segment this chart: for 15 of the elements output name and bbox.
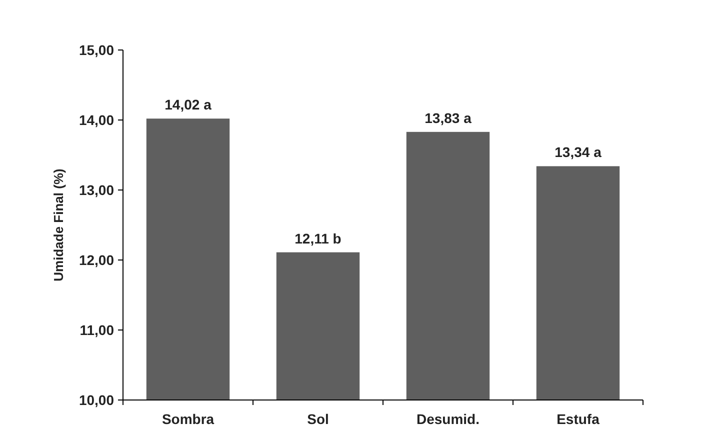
data-label: 14,02 a <box>164 96 212 113</box>
data-label: 12,11 b <box>294 230 342 246</box>
y-tick-label: 10,00 <box>78 392 114 408</box>
x-tick-label: Estufa <box>556 411 600 427</box>
y-tick-label: 13,00 <box>78 182 114 198</box>
y-tick-label: 15,00 <box>78 42 114 58</box>
y-tick-label: 11,00 <box>80 322 114 338</box>
data-label: 13,83 a <box>424 110 472 126</box>
x-tick-label: Desumid. <box>416 411 480 427</box>
data-label: 13,34 a <box>554 144 602 160</box>
x-tick-label: Sol <box>307 411 329 427</box>
x-tick-label: Sombra <box>162 411 214 427</box>
y-axis-title: Umidade Final (%) <box>51 168 66 282</box>
y-tick-label: 12,00 <box>78 252 114 268</box>
y-tick-label: 14,00 <box>78 112 114 128</box>
